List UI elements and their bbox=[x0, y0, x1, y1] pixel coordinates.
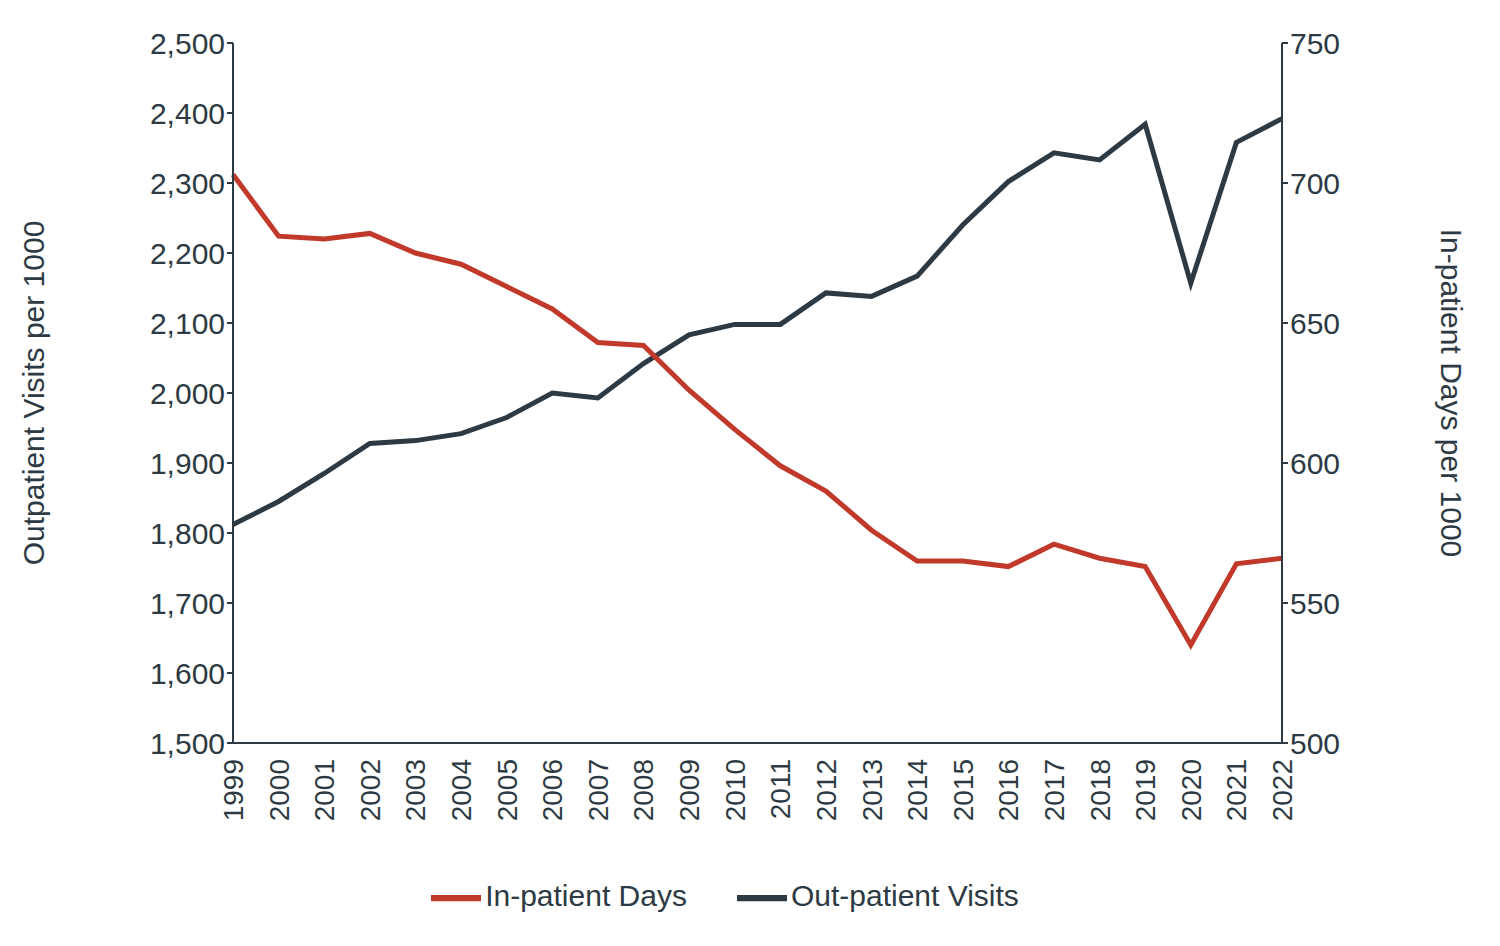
svg-text:2017: 2017 bbox=[1039, 759, 1070, 821]
svg-text:2009: 2009 bbox=[674, 759, 705, 821]
svg-text:1,500: 1,500 bbox=[150, 727, 225, 760]
svg-text:2,100: 2,100 bbox=[150, 307, 225, 340]
svg-text:Outpatient Visits per 1000: Outpatient Visits per 1000 bbox=[17, 221, 50, 566]
svg-text:2,400: 2,400 bbox=[150, 97, 225, 130]
svg-text:1,600: 1,600 bbox=[150, 657, 225, 690]
svg-text:1,700: 1,700 bbox=[150, 587, 225, 620]
svg-text:In-patient Days per 1000: In-patient Days per 1000 bbox=[1435, 229, 1468, 558]
svg-text:2016: 2016 bbox=[993, 759, 1024, 821]
svg-text:2008: 2008 bbox=[628, 759, 659, 821]
svg-text:2015: 2015 bbox=[948, 759, 979, 821]
html-text:In-patient Days: In-patient Days bbox=[485, 878, 687, 912]
svg-text:2011: 2011 bbox=[765, 759, 796, 819]
svg-text:2001: 2001 bbox=[309, 759, 340, 821]
svg-text:650: 650 bbox=[1290, 307, 1340, 340]
svg-text:2018: 2018 bbox=[1085, 759, 1116, 821]
svg-text:2012: 2012 bbox=[811, 759, 842, 821]
svg-text:550: 550 bbox=[1290, 587, 1340, 620]
svg-text:1,800: 1,800 bbox=[150, 517, 225, 550]
svg-text:2019: 2019 bbox=[1130, 759, 1161, 821]
svg-text:2,500: 2,500 bbox=[150, 27, 225, 60]
svg-text:2005: 2005 bbox=[492, 759, 523, 821]
svg-text:1999: 1999 bbox=[218, 759, 249, 821]
svg-text:2,200: 2,200 bbox=[150, 237, 225, 270]
svg-text:2014: 2014 bbox=[902, 759, 933, 821]
svg-text:700: 700 bbox=[1290, 167, 1340, 200]
svg-text:2006: 2006 bbox=[537, 759, 568, 821]
svg-text:2,000: 2,000 bbox=[150, 377, 225, 410]
svg-text:2000: 2000 bbox=[264, 759, 295, 821]
svg-text:2021: 2021 bbox=[1221, 759, 1252, 821]
svg-text:2002: 2002 bbox=[355, 759, 386, 821]
svg-text:2,300: 2,300 bbox=[150, 167, 225, 200]
svg-text:600: 600 bbox=[1290, 447, 1340, 480]
svg-text:750: 750 bbox=[1290, 27, 1340, 60]
html-text:Out-patient Visits: Out-patient Visits bbox=[790, 878, 1019, 912]
svg-text:2020: 2020 bbox=[1176, 759, 1207, 821]
svg-text:2022: 2022 bbox=[1267, 759, 1298, 821]
svg-text:2004: 2004 bbox=[446, 759, 477, 821]
svg-text:500: 500 bbox=[1290, 727, 1340, 760]
svg-text:2010: 2010 bbox=[720, 759, 751, 821]
svg-text:2003: 2003 bbox=[400, 759, 431, 821]
svg-text:2013: 2013 bbox=[857, 759, 888, 821]
svg-text:2007: 2007 bbox=[583, 759, 614, 821]
svg-text:1,900: 1,900 bbox=[150, 447, 225, 480]
